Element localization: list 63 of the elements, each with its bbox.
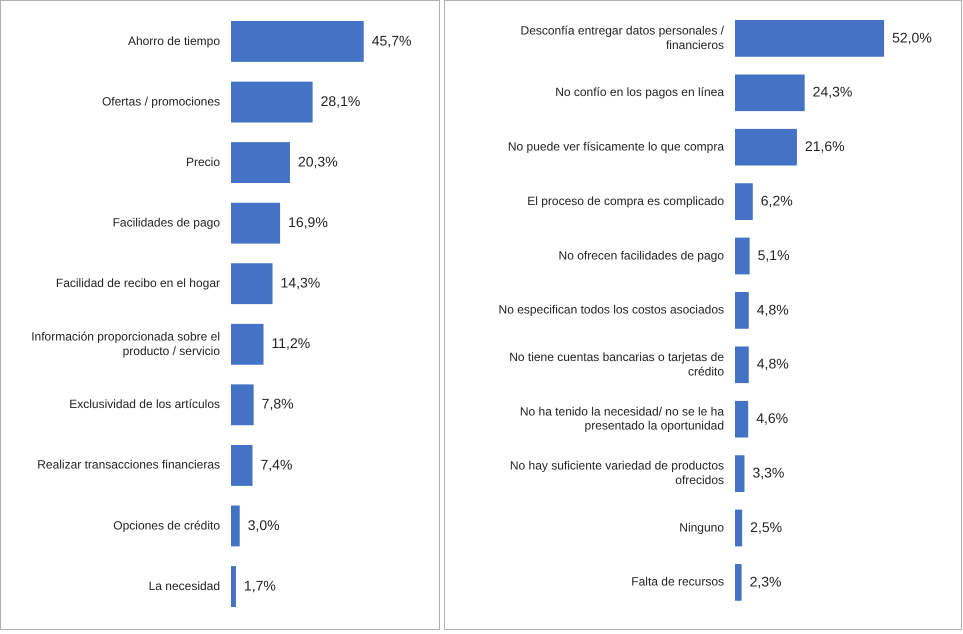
y-tick-label: Facilidades de pago [112, 215, 220, 230]
y-tick-label: Ninguno [679, 520, 724, 534]
data-label: 11,2% [272, 335, 310, 352]
bar [231, 324, 264, 365]
bar [231, 82, 313, 122]
y-tick-label: No puede ver físicamente lo que compra [508, 140, 724, 154]
bar [735, 183, 753, 220]
bar [231, 21, 364, 62]
bar [735, 455, 744, 492]
bar [735, 510, 742, 546]
y-tick-label: Información proporcionada sobre el producto / servicio [31, 329, 220, 358]
y-tick-label: Exclusividad de los artículos [69, 397, 220, 412]
data-label: 4,6% [756, 410, 788, 426]
data-label: 21,6% [804, 138, 845, 154]
data-label: 3,3% [752, 464, 784, 480]
bar [735, 564, 742, 601]
data-label: 14,3% [280, 274, 320, 291]
data-label: 4,8% [756, 356, 789, 372]
y-tick-label: No hay suficiente variedad de productos ofrecidos [510, 458, 724, 488]
y-tick-label: Opciones de crédito [113, 518, 220, 532]
y-tick-label: No ha tenido la necesidad/ no se le ha presentado la oportunidad [520, 404, 724, 433]
data-label: 45,7% [372, 32, 412, 48]
bar [231, 566, 236, 607]
data-label: 2,3% [750, 573, 782, 590]
data-label: 3,0% [248, 516, 280, 533]
bar [231, 506, 240, 546]
y-tick-label: Precio [186, 154, 220, 169]
y-tick-label: El proceso de compra es complicado [527, 194, 724, 208]
y-tick-label: Ofertas / promociones [102, 94, 220, 108]
data-label: 7,4% [260, 456, 292, 472]
bar [735, 400, 748, 438]
data-label: 6,2% [760, 192, 793, 208]
y-tick-label: Ahorro de tiempo [128, 34, 220, 48]
y-tick-label: Desconfía entregar datos personales / financieros [520, 24, 725, 52]
data-label: 16,9% [288, 214, 328, 230]
data-label: 2,5% [750, 518, 782, 535]
y-tick-label: Facilidad de recibo en el hogar [56, 276, 220, 290]
bar [735, 346, 749, 384]
bar [231, 444, 252, 486]
y-tick-label: La necesidad [148, 578, 220, 593]
bar [231, 263, 273, 304]
y-tick-label: Realizar transacciones financieras [37, 458, 220, 472]
bar [231, 384, 254, 426]
bar [735, 238, 750, 274]
y-tick-label: No tiene cuentas bancarias o tarjetas de crédito [509, 350, 724, 378]
data-label: 5,1% [758, 246, 790, 263]
y-tick-label: Falta de recursos [631, 574, 724, 589]
y-tick-label: No ofrecen facilidades de pago [558, 248, 724, 262]
bar [231, 202, 280, 244]
data-label: 52,0% [892, 29, 932, 46]
data-label: 4,8% [756, 301, 789, 318]
y-tick-label: No especifican todos los costos asociados [498, 302, 724, 317]
bar [735, 74, 805, 112]
data-label: 24,3% [812, 84, 852, 100]
bar [735, 292, 749, 329]
data-label: 1,7% [244, 577, 276, 594]
bar [735, 128, 797, 166]
bar [231, 142, 290, 184]
data-label: 7,8% [262, 396, 294, 412]
data-label: 20,3% [298, 153, 338, 170]
data-label: 28,1% [320, 92, 360, 109]
bar [735, 20, 884, 57]
y-tick-label: No confío en los pagos en línea [555, 85, 724, 100]
